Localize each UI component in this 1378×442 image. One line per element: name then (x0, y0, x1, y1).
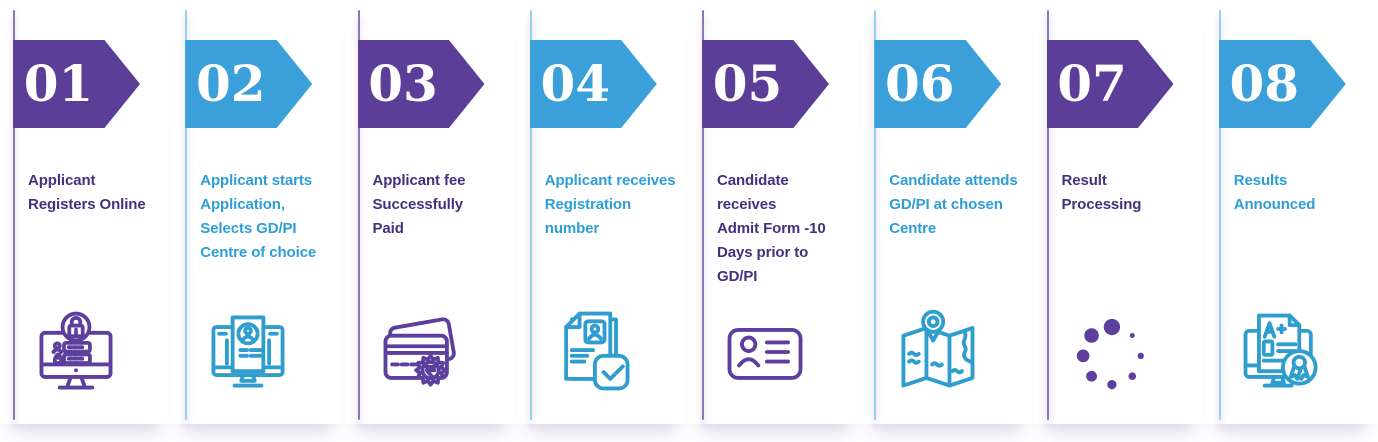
step-number-badge: 07 (1046, 40, 1174, 128)
step-description: Candidate attends GD/PI at chosen Centre (889, 172, 1018, 237)
step-number: 06 (884, 54, 955, 113)
divider-line (1046, 10, 1049, 420)
step-description: Candidate receives Admit Form -10 Days p… (717, 172, 826, 285)
step-number-badge: 02 (185, 40, 313, 128)
step-06: 06 Candidate attends GD/PI at chosen Cen… (861, 0, 1034, 424)
step-description: Applicant Registers Online (28, 172, 146, 213)
step-number: 04 (540, 54, 611, 113)
divider-line (185, 10, 188, 420)
processing-spinner-icon (1061, 302, 1159, 402)
step-number: 07 (1057, 54, 1127, 113)
step-description: Applicant fee Successfully Paid (372, 172, 466, 237)
map-location-pin-icon (888, 302, 986, 402)
divider-line (874, 10, 877, 420)
step-description: Result Processing (1061, 172, 1142, 213)
step-02: 02 Applicant starts Application, Selects… (172, 0, 345, 424)
results-certificate-monitor-icon (1233, 302, 1331, 402)
step-08: 08 Results Announced (1205, 0, 1378, 424)
step-number-badge: 08 (1218, 40, 1346, 128)
step-description: Applicant receives Registration number (544, 172, 676, 237)
step-05: 05 Candidate receives Admit Form -10 Day… (689, 0, 862, 424)
step-number: 05 (712, 54, 783, 113)
step-number: 02 (195, 54, 266, 113)
step-number: 08 (1229, 54, 1300, 113)
divider-line (529, 10, 532, 420)
step-number-badge: 01 (13, 40, 140, 128)
step-number-badge: 06 (874, 40, 1002, 128)
application-form-monitor-icon (199, 302, 297, 402)
payment-card-rupee-icon (372, 302, 470, 402)
step-04: 04 Applicant receives Registration numbe… (516, 0, 689, 424)
step-01: 01 Applicant Registers Online (0, 0, 173, 424)
step-description: Results Announced (1233, 172, 1316, 213)
secure-login-monitor-icon (27, 302, 125, 402)
step-description: Applicant starts Application, Selects GD… (200, 172, 317, 261)
step-number: 01 (23, 54, 94, 113)
divider-line (1218, 10, 1221, 420)
registration-document-check-icon (544, 302, 642, 402)
step-number-badge: 04 (529, 40, 657, 128)
step-07: 07 Result Processing (1033, 0, 1206, 424)
divider-line (13, 10, 15, 420)
admit-card-icon (716, 302, 814, 402)
step-number: 03 (368, 54, 438, 113)
divider-line (357, 10, 360, 420)
step-number-badge: 05 (702, 40, 829, 128)
step-number-badge: 03 (357, 40, 485, 128)
divider-line (702, 10, 704, 420)
step-03: 03 Applicant fee Successfully Paid (344, 0, 517, 424)
